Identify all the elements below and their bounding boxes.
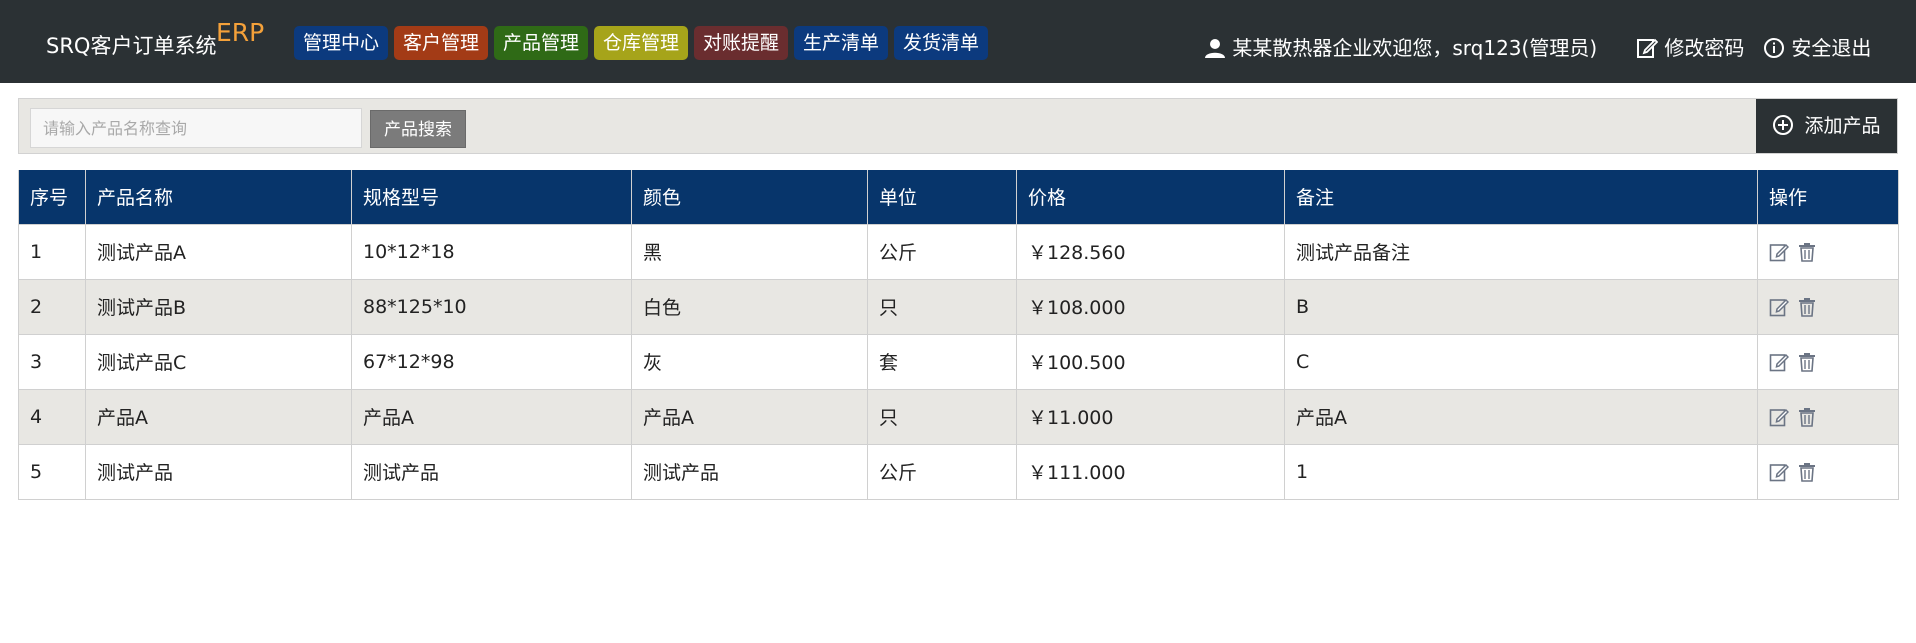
cell-no: 4 xyxy=(18,388,86,445)
table-body: 1 测试产品A 10*12*18 黑公斤 ￥128.560 测试产品备注 2 测试产品B 88*… xyxy=(18,223,1899,500)
app-title-suffix: ERP xyxy=(216,18,265,47)
cell-spec: 10*12*18 xyxy=(351,223,632,280)
edit-icon xyxy=(1637,38,1658,58)
trash-icon[interactable] xyxy=(1797,462,1817,482)
logout-label: 安全退出 xyxy=(1791,36,1872,60)
user-welcome: 某某散热器企业欢迎您，srq123(管理员) xyxy=(1204,32,1597,62)
cell-spec: 67*12*98 xyxy=(351,333,632,390)
plus-circle-icon xyxy=(1773,115,1794,135)
change-password-label: 修改密码 xyxy=(1664,36,1745,60)
menu-shipping-list[interactable]: 发货清单 xyxy=(894,26,988,60)
table-row: 3 测试产品C 67*12*98 灰套 ￥100.500 C xyxy=(18,333,1899,390)
table-row: 4 产品A 产品A 产品A 只 ￥11.000 产品A xyxy=(18,388,1899,445)
cell-color: 白色 xyxy=(631,278,868,335)
welcome-text: 某某散热器企业欢迎您，srq123(管理员) xyxy=(1232,36,1598,60)
add-product-label: 添加产品 xyxy=(1804,115,1881,137)
change-password-link[interactable]: 修改密码 xyxy=(1636,32,1744,62)
table-row: 5 测试产品 测试产品 测试产品 公斤 ￥111.000 1 xyxy=(18,443,1899,500)
cell-color: 产品A xyxy=(631,388,868,445)
cell-actions xyxy=(1757,333,1899,390)
trash-icon[interactable] xyxy=(1797,352,1817,372)
cell-price: ￥108.000 xyxy=(1016,278,1285,335)
cell-price: ￥100.500 xyxy=(1016,333,1285,390)
col-header-spec[interactable]: 规格型号 xyxy=(351,170,632,225)
cell-price: ￥111.000 xyxy=(1016,443,1285,500)
cell-spec: 88*125*10 xyxy=(351,278,632,335)
cell-note: 1 xyxy=(1284,443,1758,500)
cell-spec: 测试产品 xyxy=(351,443,632,500)
cell-actions xyxy=(1757,443,1899,500)
edit-icon[interactable] xyxy=(1769,352,1789,372)
app-title: SRQ客户订单系统 xyxy=(46,34,217,58)
cell-unit: 公斤 xyxy=(867,223,1017,280)
cell-actions xyxy=(1757,278,1899,335)
top-nav-bar: SRQ客户订单系统 ERP 管理中心 客户管理 产品管理 仓库管理 对账提醒 生… xyxy=(0,0,1916,83)
search-toolbar: 产品搜索 添加产品 xyxy=(18,98,1898,154)
cell-no: 3 xyxy=(18,333,86,390)
cell-price: ￥128.560 xyxy=(1016,223,1285,280)
info-icon xyxy=(1764,38,1784,58)
table-row: 2 测试产品B 88*125*10 白色只 ￥108.000 B xyxy=(18,278,1899,335)
cell-name: 测试产品A xyxy=(85,223,352,280)
cell-unit: 套 xyxy=(867,333,1017,390)
cell-name: 产品A xyxy=(85,388,352,445)
menu-product[interactable]: 产品管理 xyxy=(494,26,588,60)
menu-warehouse[interactable]: 仓库管理 xyxy=(594,26,688,60)
menu-manage-center[interactable]: 管理中心 xyxy=(294,26,388,60)
cell-name: 测试产品B xyxy=(85,278,352,335)
edit-icon[interactable] xyxy=(1769,462,1789,482)
cell-spec: 产品A xyxy=(351,388,632,445)
product-table: 序号 产品名称 规格型号 颜色 单位 价格 备注 操作 1 测试产品A 10*12*… xyxy=(18,170,1899,500)
col-header-unit[interactable]: 单位 xyxy=(867,170,1017,225)
logout-link[interactable]: 安全退出 xyxy=(1763,32,1871,62)
cell-actions xyxy=(1757,223,1899,280)
cell-color: 黑 xyxy=(631,223,868,280)
user-icon xyxy=(1205,39,1225,58)
col-header-color[interactable]: 颜色 xyxy=(631,170,868,225)
col-header-note[interactable]: 备注 xyxy=(1284,170,1758,225)
cell-note: B xyxy=(1284,278,1758,335)
table-header-row: 序号 产品名称 规格型号 颜色 单位 价格 备注 操作 xyxy=(18,170,1899,225)
cell-name: 测试产品 xyxy=(85,443,352,500)
trash-icon[interactable] xyxy=(1797,242,1817,262)
cell-color: 灰 xyxy=(631,333,868,390)
edit-icon[interactable] xyxy=(1769,297,1789,317)
cell-name: 测试产品C xyxy=(85,333,352,390)
table-row: 1 测试产品A 10*12*18 黑公斤 ￥128.560 测试产品备注 xyxy=(18,223,1899,280)
col-header-name[interactable]: 产品名称 xyxy=(85,170,352,225)
col-header-price[interactable]: 价格 xyxy=(1016,170,1285,225)
menu-reconciliation[interactable]: 对账提醒 xyxy=(694,26,788,60)
cell-note: C xyxy=(1284,333,1758,390)
cell-unit: 公斤 xyxy=(867,443,1017,500)
col-header-actions: 操作 xyxy=(1757,170,1899,225)
cell-unit: 只 xyxy=(867,388,1017,445)
cell-price: ￥11.000 xyxy=(1016,388,1285,445)
cell-unit: 只 xyxy=(867,278,1017,335)
menu-production-list[interactable]: 生产清单 xyxy=(794,26,888,60)
cell-actions xyxy=(1757,388,1899,445)
edit-icon[interactable] xyxy=(1769,407,1789,427)
col-header-no[interactable]: 序号 xyxy=(18,170,86,225)
cell-no: 2 xyxy=(18,278,86,335)
edit-icon[interactable] xyxy=(1769,242,1789,262)
cell-no: 1 xyxy=(18,223,86,280)
cell-color: 测试产品 xyxy=(631,443,868,500)
product-search-button[interactable]: 产品搜索 xyxy=(370,110,466,148)
trash-icon[interactable] xyxy=(1797,407,1817,427)
product-search-input[interactable] xyxy=(30,108,362,148)
menu-customer[interactable]: 客户管理 xyxy=(394,26,488,60)
trash-icon[interactable] xyxy=(1797,297,1817,317)
cell-no: 5 xyxy=(18,443,86,500)
add-product-button[interactable]: 添加产品 xyxy=(1756,99,1897,153)
cell-note: 产品A xyxy=(1284,388,1758,445)
cell-note: 测试产品备注 xyxy=(1284,223,1758,280)
